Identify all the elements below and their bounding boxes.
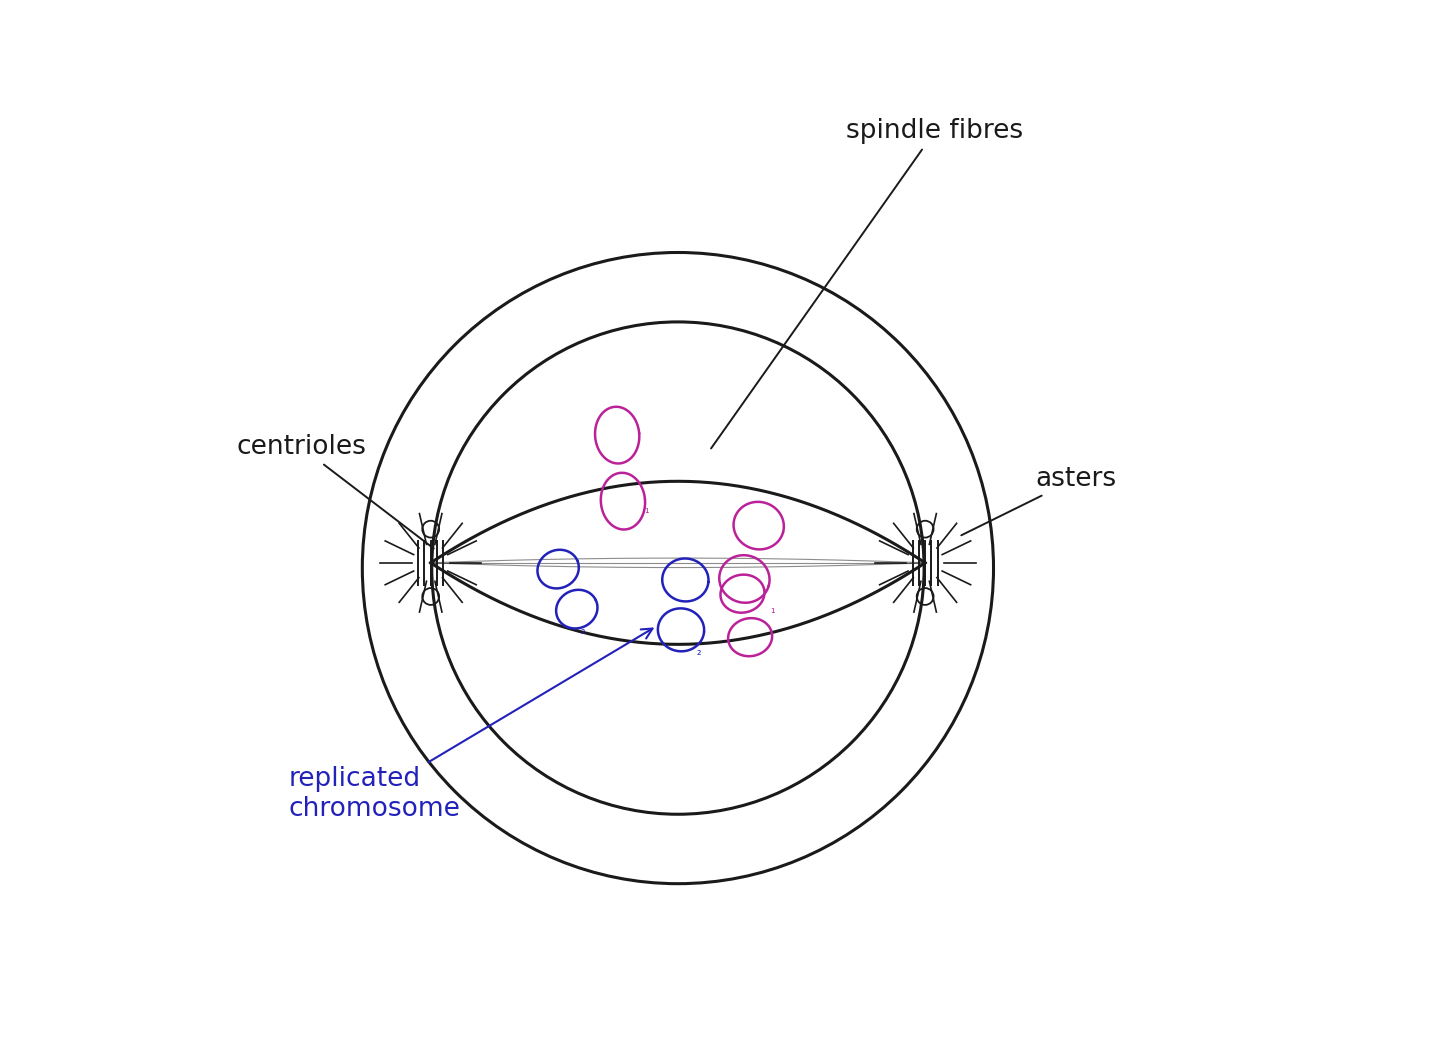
Text: replicated
chromosome: replicated chromosome [288, 628, 652, 823]
Text: ₂: ₂ [580, 626, 586, 636]
Text: spindle fibres: spindle fibres [711, 119, 1024, 448]
Text: ₂: ₂ [697, 647, 701, 658]
Text: ₁: ₁ [644, 505, 648, 515]
Text: ₁: ₁ [770, 605, 775, 615]
Text: asters: asters [962, 466, 1117, 535]
Text: centrioles: centrioles [236, 434, 433, 548]
